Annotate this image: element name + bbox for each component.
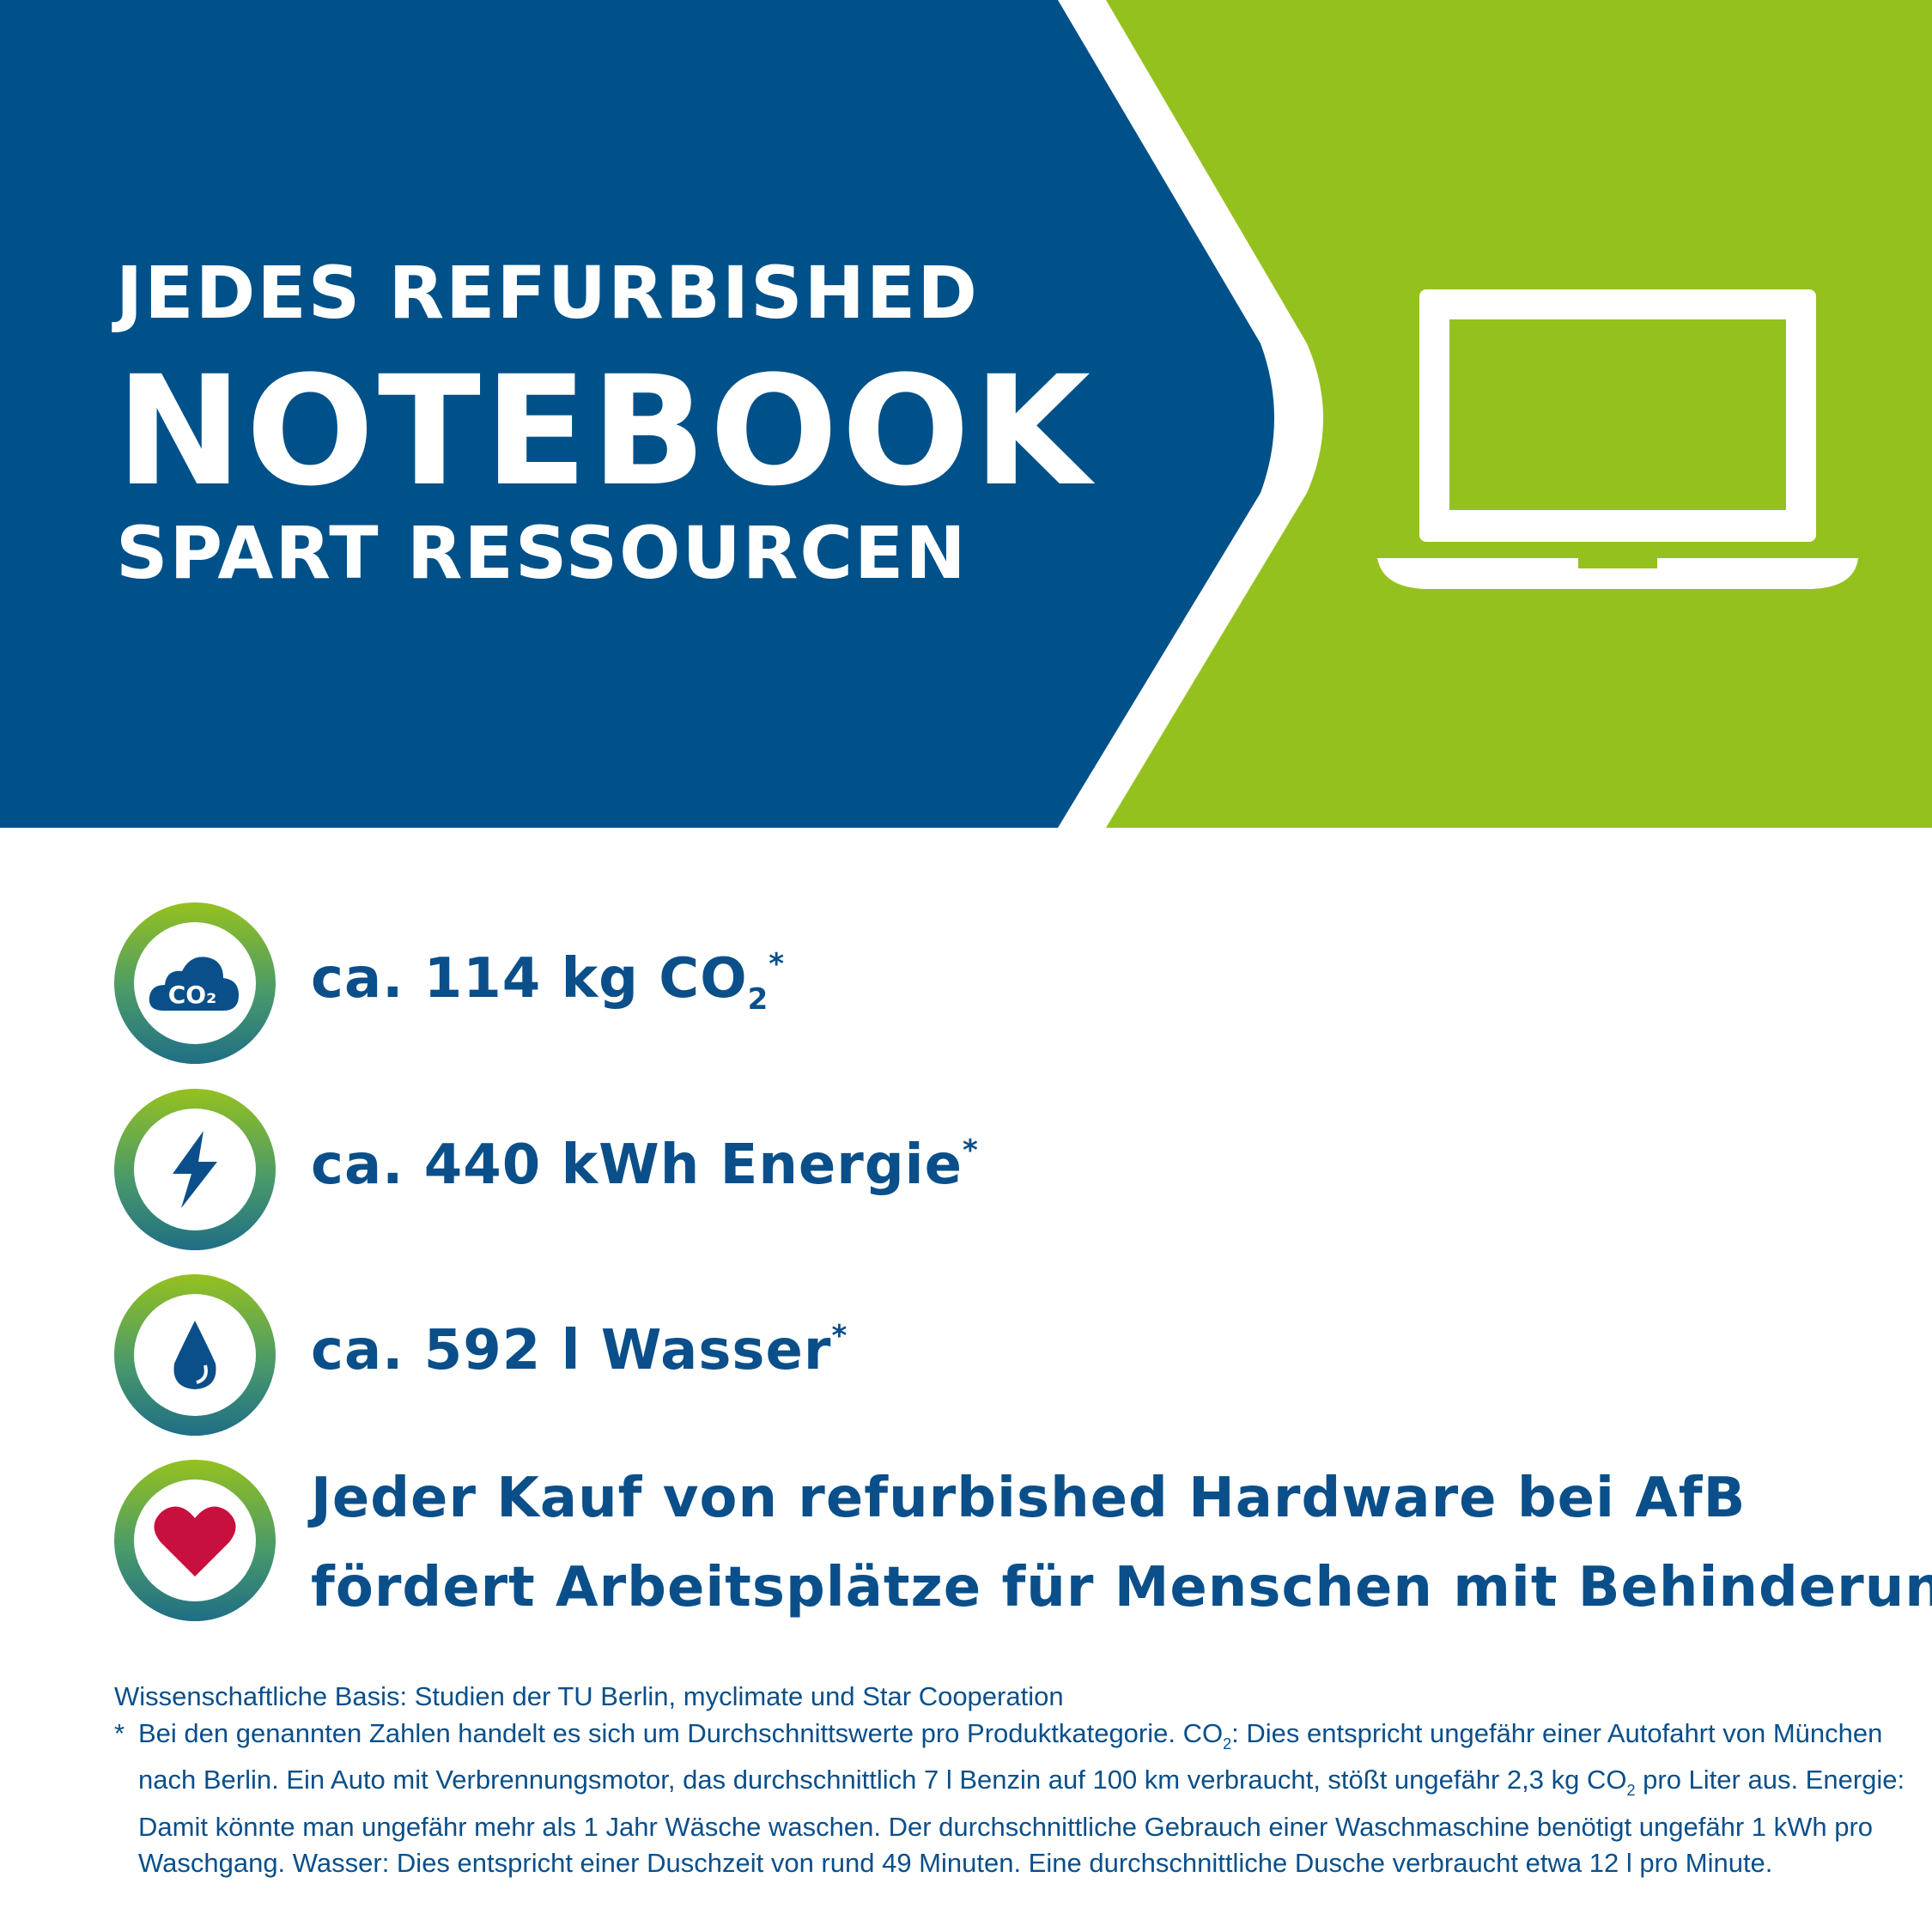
headline-line-3: SPART RESSOURCEN — [116, 511, 968, 595]
footnote: Wissenschaftliche Basis: Studien der TU … — [114, 1679, 1917, 1882]
stat-water-text: ca. 592 l Wasser* — [311, 1319, 848, 1382]
headline-line-1: JEDES REFURBISHED — [116, 251, 980, 335]
stat-energy-text: ca. 440 kWh Energie* — [311, 1133, 979, 1197]
heart-icon — [154, 1506, 236, 1577]
co2-cloud-icon: CO₂ — [149, 957, 239, 1011]
header-banner — [0, 0, 1932, 828]
icon-ring: CO₂ — [114, 902, 276, 1064]
footnote-basis: Wissenschaftliche Basis: Studien der TU … — [114, 1681, 1064, 1711]
footnote-text: Bei den genannten Zahlen handelt es sich… — [138, 1717, 1905, 1879]
svg-text:CO₂: CO₂ — [168, 981, 217, 1009]
blue-chevron-panel — [0, 0, 1274, 828]
mission-line-1: Jeder Kauf von refurbished Hardware bei … — [311, 1467, 1747, 1530]
water-drop-icon — [173, 1321, 216, 1389]
laptop-icon — [1377, 289, 1858, 589]
footnote-star: * — [114, 1717, 125, 1748]
mission-line-2: fördert Arbeitsplätze für Menschen mit B… — [311, 1556, 1932, 1619]
stat-co2-text: ca. 114 kg CO2* — [311, 947, 786, 1017]
lightning-icon — [173, 1131, 217, 1208]
headline-line-2: NOTEBOOK — [116, 343, 1094, 519]
